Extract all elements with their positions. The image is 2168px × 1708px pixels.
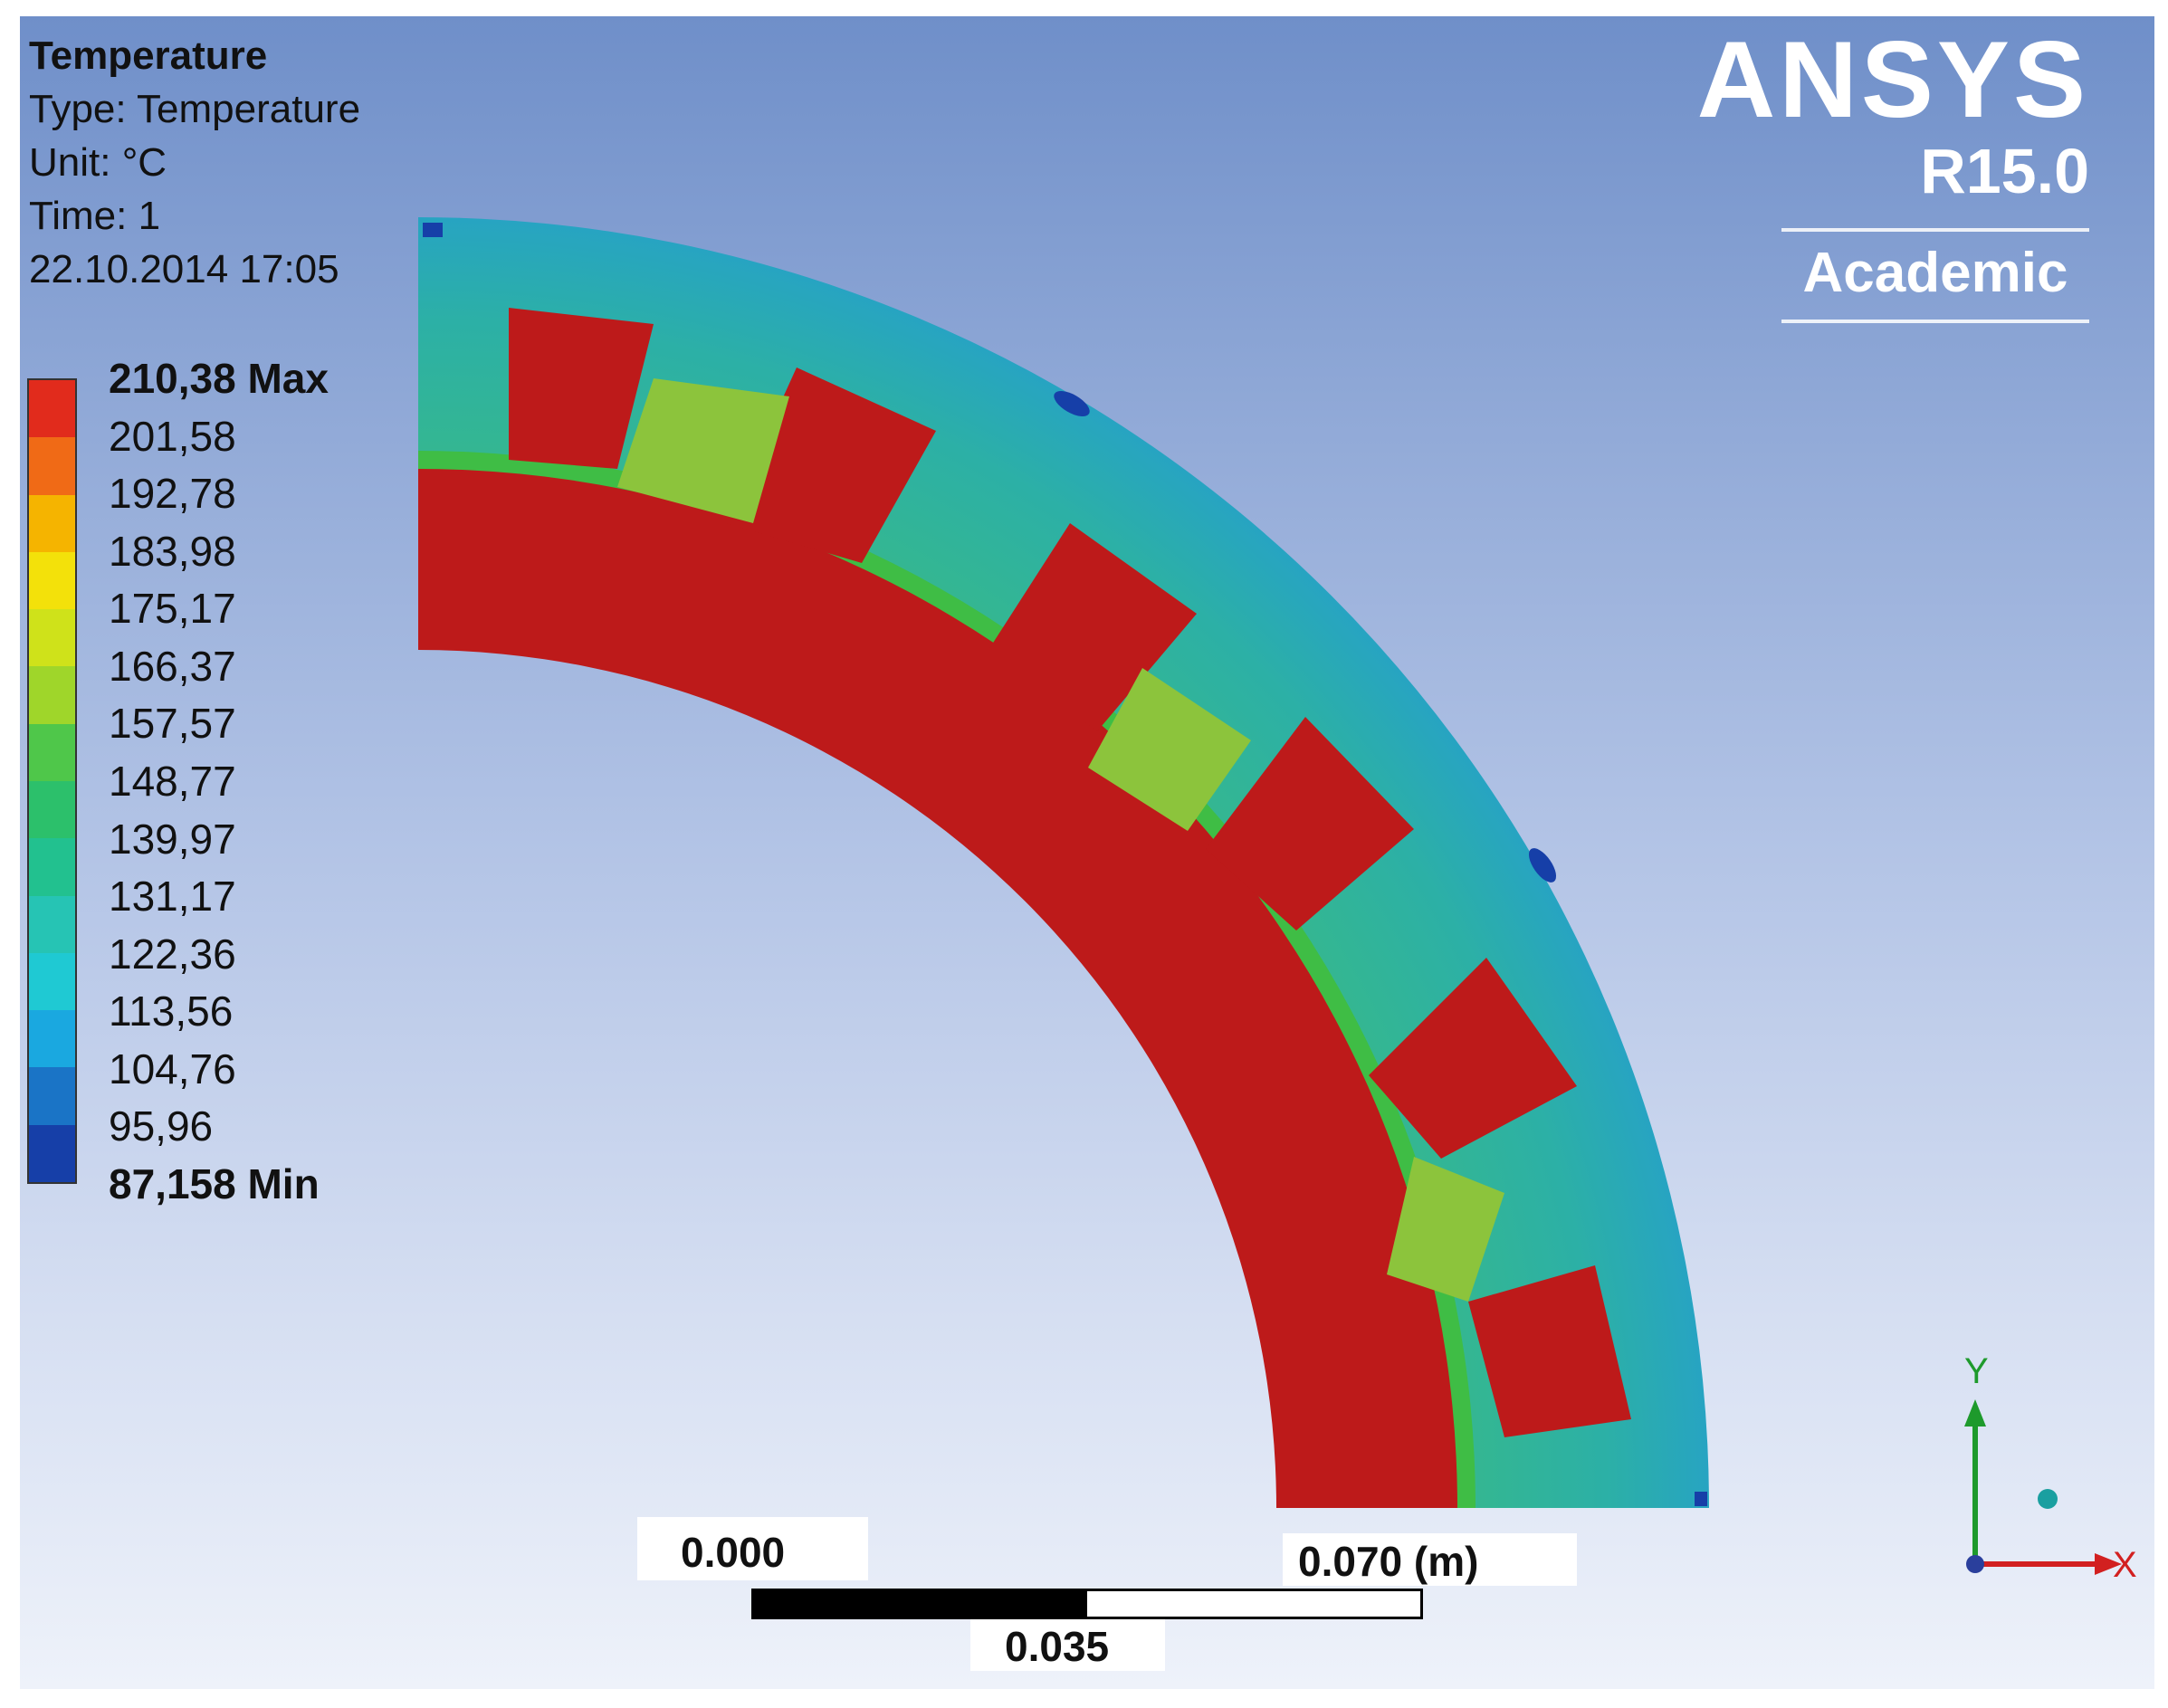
result-info: Temperature Type: Temperature Unit: °C T…	[29, 29, 360, 296]
result-type: Type: Temperature	[29, 87, 361, 131]
legend-swatch	[29, 895, 75, 953]
legend-swatch	[29, 1067, 75, 1125]
legend-swatch	[29, 1124, 75, 1182]
legend-label: 122,36	[109, 930, 236, 978]
legend-swatch	[29, 437, 75, 495]
ansys-logo: ANSYS R15.0 Academic	[1697, 25, 2089, 323]
logo-brand: ANSYS	[1696, 19, 2089, 140]
legend-label: 201,58	[109, 412, 236, 460]
origin-icon	[1966, 1555, 1984, 1573]
legend-max-label: 210,38 Max	[109, 355, 329, 402]
scale-label-bg-left	[637, 1517, 868, 1580]
legend-label: 113,56	[109, 988, 234, 1035]
slot-wedges	[617, 378, 1504, 1302]
logo-version: R15.0	[1920, 136, 2089, 206]
scale-label-bg-right	[1283, 1533, 1577, 1586]
scale-bar-white-segment	[1087, 1591, 1420, 1617]
legend-swatch	[29, 723, 75, 781]
legend-label: 175,17	[109, 585, 236, 633]
color-legend-labels: 210,38 Max 201,58 192,78 183,98 175,17 166,37…	[109, 355, 435, 1207]
scale-bar-black-segment	[754, 1591, 1087, 1617]
y-axis-arrow-icon	[1964, 1399, 1986, 1427]
legend-swatch	[29, 952, 75, 1011]
x-axis-label: X	[2113, 1545, 2137, 1585]
logo-edition: Academic	[1781, 228, 2089, 323]
legend-label: 104,76	[109, 1045, 236, 1093]
legend-label: 131,17	[109, 873, 236, 921]
result-time: Time: 1	[29, 194, 161, 238]
scale-bar	[751, 1589, 1423, 1619]
color-legend-bar[interactable]	[27, 378, 77, 1184]
legend-swatch	[29, 666, 75, 724]
legend-label: 166,37	[109, 642, 236, 690]
legend-label: 183,98	[109, 527, 236, 575]
legend-min-label: 87,158 Min	[109, 1160, 320, 1207]
result-title: Temperature	[29, 33, 268, 78]
iso-ball-icon[interactable]	[2038, 1489, 2058, 1509]
scale-left-label: 0.000	[681, 1529, 786, 1576]
legend-swatch	[29, 380, 75, 438]
legend-label: 95,96	[109, 1102, 214, 1150]
legend-swatch	[29, 838, 75, 896]
axis-triad[interactable]: Y X	[1921, 1356, 2138, 1591]
legend-swatch	[29, 494, 75, 552]
legend-label: 192,78	[109, 470, 236, 518]
scale-label-bg-mid	[970, 1617, 1165, 1671]
result-datetime: 22.10.2014 17:05	[29, 247, 339, 291]
stator-model[interactable]	[20, 16, 2154, 1689]
legend-swatch	[29, 1010, 75, 1068]
result-unit: Unit: °C	[29, 140, 167, 185]
scale-right-label: 0.070 (m)	[1298, 1538, 1479, 1585]
legend-label: 148,77	[109, 758, 236, 805]
legend-swatch	[29, 609, 75, 667]
hot-core-ring	[418, 469, 1457, 1508]
min-temperature-spots	[423, 223, 1707, 1506]
legend-label: 139,97	[109, 815, 236, 863]
y-axis-label: Y	[1964, 1356, 1989, 1391]
legend-label: 157,57	[109, 700, 236, 748]
legend-swatch	[29, 780, 75, 839]
legend-swatch	[29, 551, 75, 610]
stator-teeth	[509, 308, 1631, 1437]
x-axis-arrow-icon	[2095, 1553, 2122, 1575]
scale-mid-label: 0.035	[1005, 1623, 1110, 1670]
graphics-viewport[interactable]: Temperature Type: Temperature Unit: °C T…	[20, 16, 2154, 1689]
